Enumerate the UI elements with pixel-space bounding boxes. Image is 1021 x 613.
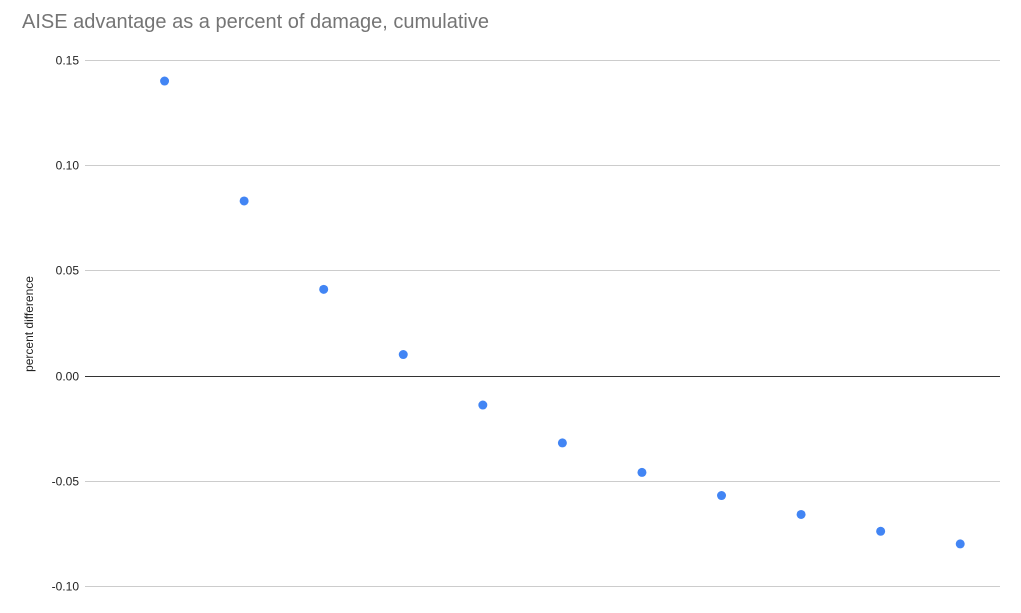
y-tick-label: -0.05 <box>52 475 80 489</box>
data-point <box>876 526 886 536</box>
data-point <box>319 284 329 294</box>
data-point <box>478 400 488 410</box>
data-point <box>239 196 249 206</box>
data-point <box>796 509 806 519</box>
data-point <box>557 438 567 448</box>
y-tick-label: -0.10 <box>52 580 80 594</box>
data-point <box>717 491 727 501</box>
y-tick-labels: 0.15 0.10 0.05 0.00 -0.05 -0.10 <box>52 54 80 594</box>
y-tick-label: 0.00 <box>56 370 80 384</box>
data-points <box>160 76 965 549</box>
data-point <box>955 539 965 549</box>
y-tick-label: 0.15 <box>56 54 80 68</box>
data-point <box>637 467 647 477</box>
y-tick-label: 0.10 <box>56 159 80 173</box>
data-point <box>160 76 170 86</box>
chart-title: AISE advantage as a percent of damage, c… <box>22 11 489 33</box>
data-point <box>398 350 408 360</box>
y-tick-label: 0.05 <box>56 264 80 278</box>
gridlines <box>85 60 1000 587</box>
